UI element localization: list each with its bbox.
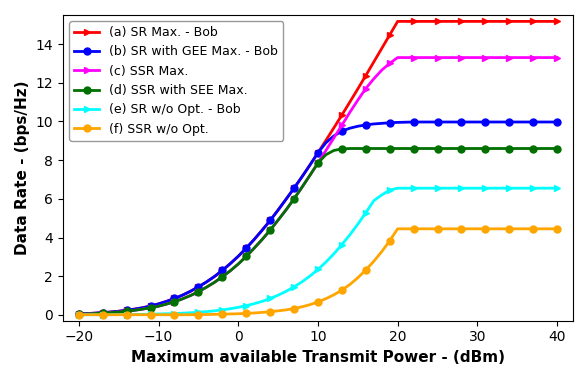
(a) SR Max. - Bob <box>362 73 369 78</box>
(c) SSR Max. <box>171 299 178 304</box>
(c) SSR Max. <box>553 55 560 60</box>
(d) SSR with SEE Max. <box>346 146 353 151</box>
(d) SSR with SEE Max. <box>187 293 194 298</box>
(f) SSR w/o Opt. <box>497 226 505 231</box>
(a) SR Max. - Bob <box>171 296 178 301</box>
(a) SR Max. - Bob <box>394 19 401 24</box>
(f) SSR w/o Opt. <box>75 312 82 317</box>
Y-axis label: Data Rate - (bps/Hz): Data Rate - (bps/Hz) <box>15 81 30 255</box>
(b) SR with GEE Max. - Bob <box>187 289 194 294</box>
(a) SR Max. - Bob <box>187 289 194 294</box>
(b) SR with GEE Max. - Bob <box>553 120 560 124</box>
Line: (d) SSR with SEE Max.: (d) SSR with SEE Max. <box>75 145 560 318</box>
(a) SR Max. - Bob <box>330 125 338 130</box>
(a) SR Max. - Bob <box>553 19 560 24</box>
(c) SSR Max. <box>497 55 505 60</box>
(f) SSR w/o Opt. <box>362 268 369 272</box>
(c) SSR Max. <box>75 312 82 317</box>
(e) SR w/o Opt. - Bob <box>553 186 560 190</box>
(e) SR w/o Opt. - Bob <box>362 211 369 215</box>
(e) SR w/o Opt. - Bob <box>187 310 194 315</box>
(b) SR with GEE Max. - Bob <box>243 246 250 250</box>
(d) SSR with SEE Max. <box>330 148 338 153</box>
(a) SR Max. - Bob <box>497 19 505 24</box>
(c) SSR Max. <box>330 136 338 140</box>
(a) SR Max. - Bob <box>75 312 82 316</box>
(e) SR w/o Opt. - Bob <box>330 252 338 256</box>
(d) SSR with SEE Max. <box>75 312 82 317</box>
(c) SSR Max. <box>362 86 369 91</box>
(b) SR with GEE Max. - Bob <box>362 123 369 127</box>
Line: (b) SR with GEE Max. - Bob: (b) SR with GEE Max. - Bob <box>75 119 560 317</box>
(a) SR Max. - Bob <box>243 246 250 250</box>
(e) SR w/o Opt. - Bob <box>171 311 178 316</box>
Line: (a) SR Max. - Bob: (a) SR Max. - Bob <box>75 18 560 317</box>
(f) SSR w/o Opt. <box>171 312 178 317</box>
(b) SR with GEE Max. - Bob <box>75 312 82 316</box>
(d) SSR with SEE Max. <box>243 254 250 259</box>
(f) SSR w/o Opt. <box>330 293 338 297</box>
(d) SSR with SEE Max. <box>171 299 178 304</box>
(f) SSR w/o Opt. <box>243 311 250 316</box>
(d) SSR with SEE Max. <box>370 146 377 151</box>
Legend: (a) SR Max. - Bob, (b) SR with GEE Max. - Bob, (c) SSR Max., (d) SSR with SEE Ma: (a) SR Max. - Bob, (b) SR with GEE Max. … <box>69 21 283 141</box>
(c) SSR Max. <box>394 55 401 60</box>
(c) SSR Max. <box>243 254 250 259</box>
(b) SR with GEE Max. - Bob <box>171 296 178 301</box>
Line: (f) SSR w/o Opt.: (f) SSR w/o Opt. <box>75 225 560 318</box>
X-axis label: Maximum available Transmit Power - (dBm): Maximum available Transmit Power - (dBm) <box>131 350 505 365</box>
(e) SR w/o Opt. - Bob <box>497 186 505 190</box>
(c) SSR Max. <box>187 293 194 298</box>
(e) SR w/o Opt. - Bob <box>394 186 401 190</box>
(b) SR with GEE Max. - Bob <box>497 120 505 124</box>
(e) SR w/o Opt. - Bob <box>75 312 82 317</box>
(d) SSR with SEE Max. <box>497 146 505 151</box>
(b) SR with GEE Max. - Bob <box>330 134 338 138</box>
(f) SSR w/o Opt. <box>187 312 194 317</box>
(e) SR w/o Opt. - Bob <box>243 303 250 308</box>
Line: (c) SSR Max.: (c) SSR Max. <box>75 54 560 318</box>
(f) SSR w/o Opt. <box>553 226 560 231</box>
(d) SSR with SEE Max. <box>553 146 560 151</box>
(f) SSR w/o Opt. <box>394 226 401 231</box>
Line: (e) SR w/o Opt. - Bob: (e) SR w/o Opt. - Bob <box>75 185 560 318</box>
(b) SR with GEE Max. - Bob <box>410 120 417 124</box>
